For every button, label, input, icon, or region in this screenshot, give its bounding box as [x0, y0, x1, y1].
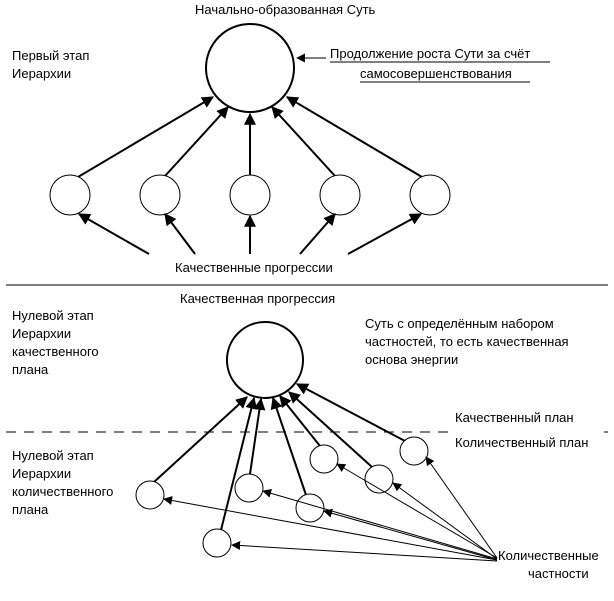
top-arrow-up-0: [78, 97, 213, 177]
qual-plan-label: Качественный план: [455, 410, 574, 425]
bottom-small-circle-2: [235, 474, 263, 502]
qual-progressions-label: Качественные прогрессии: [175, 260, 333, 275]
zero-quant-label-l1: Иерархии: [12, 466, 71, 481]
bottom-essence-circle: [227, 322, 303, 398]
quant-thin-arrow-4: [337, 464, 497, 558]
top-title: Начально-образованная Суть: [195, 2, 376, 17]
top-arrow-prog-4: [348, 214, 421, 254]
top-arrow-prog-3: [300, 214, 335, 254]
zero-qual-label-l3: плана: [12, 362, 49, 377]
top-arrow-up-4: [287, 97, 422, 177]
bottom-small-circle-0: [136, 481, 164, 509]
top-small-circle-2: [230, 175, 270, 215]
zero-qual-label-l0: Нулевой этап: [12, 308, 94, 323]
top-arrow-up-3: [272, 107, 335, 176]
bottom-bold-arrow-0: [154, 397, 247, 482]
bottom-small-circle-1: [203, 529, 231, 557]
top-arrow-prog-0: [79, 214, 149, 254]
top-small-circle-1: [140, 175, 180, 215]
quant-thin-arrow-3: [324, 511, 497, 560]
essence-desc-l0: Суть с определённым набором: [365, 316, 554, 331]
zero-quant-label-l0: Нулевой этап: [12, 448, 94, 463]
essence-desc-l1: частностей, то есть качественная: [365, 334, 569, 349]
quant-part-l1: Количественные: [498, 548, 599, 563]
essence-desc-l2: основа энергии: [365, 352, 458, 367]
top-small-circle-0: [50, 175, 90, 215]
top-arrow-prog-1: [165, 214, 195, 254]
zero-quant-label-l3: плана: [12, 502, 49, 517]
quant-plan-label: Количественный план: [455, 435, 588, 450]
top-essence-circle: [206, 24, 294, 112]
stage1-label-l1: Первый этап: [12, 48, 89, 63]
stage1-label-l2: Иерархии: [12, 66, 71, 81]
qual-progression-title: Качественная прогрессия: [180, 291, 335, 306]
top-small-circle-3: [320, 175, 360, 215]
growth-label-l1: Продолжение роста Сути за счёт: [330, 46, 530, 61]
zero-quant-label-l2: количественного: [12, 484, 113, 499]
top-arrow-up-1: [165, 107, 228, 176]
zero-qual-label-l1: Иерархии: [12, 326, 71, 341]
bottom-small-circle-6: [400, 437, 428, 465]
quant-thin-arrow-5: [393, 483, 497, 559]
zero-qual-label-l2: качественного: [12, 344, 99, 359]
bottom-bold-arrow-3: [273, 398, 306, 495]
top-small-circle-4: [410, 175, 450, 215]
quant-part-l2: частности: [528, 566, 589, 581]
bottom-small-circle-4: [310, 445, 338, 473]
growth-label-l2: самосовершенствования: [360, 66, 512, 81]
